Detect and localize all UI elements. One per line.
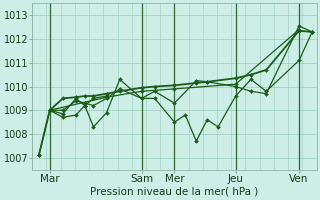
X-axis label: Pression niveau de la mer( hPa ): Pression niveau de la mer( hPa ) [90, 187, 259, 197]
